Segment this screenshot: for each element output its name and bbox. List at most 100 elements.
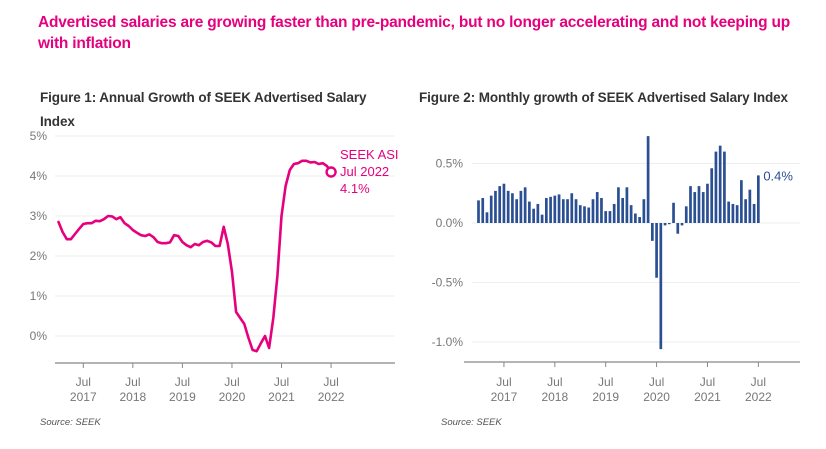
y-tick-label: 0.0% [436, 216, 464, 230]
x-tick-label-month: Jul [274, 375, 289, 389]
monthly-growth-bar [621, 198, 625, 223]
y-tick-label: 4% [30, 169, 48, 183]
monthly-growth-bar [672, 202, 675, 223]
annotation-label: SEEK ASI [340, 147, 399, 162]
monthly-growth-bar [557, 194, 561, 223]
figure-2-title: Figure 2: Monthly growth of SEEK Adverti… [419, 90, 788, 105]
x-tick-label-year: 2017 [70, 390, 97, 404]
x-tick-label-year: 2020 [219, 390, 246, 404]
y-tick-label: -0.5% [432, 276, 464, 290]
x-tick-label-month: Jul [125, 375, 140, 389]
monthly-growth-bar [536, 203, 540, 223]
monthly-growth-bar [481, 198, 485, 223]
monthly-growth-bar [684, 206, 688, 223]
monthly-growth-bar [667, 223, 671, 225]
figure-2-source: Source: SEEK [441, 417, 502, 428]
figure-1-title: Figure 1: Annual Growth of SEEK Advertis… [40, 90, 367, 129]
monthly-growth-bar [506, 190, 510, 223]
monthly-growth-bar [583, 206, 586, 223]
monthly-growth-bar [629, 205, 633, 223]
y-tick-label: 2% [30, 249, 48, 263]
monthly-growth-bar [714, 151, 718, 223]
monthly-growth-bar [578, 205, 582, 223]
x-tick-label-month: Jul [496, 375, 511, 389]
monthly-growth-bar [642, 199, 646, 223]
y-tick-label: -1.0% [432, 335, 464, 349]
monthly-growth-bar [689, 186, 692, 223]
x-tick-label-month: Jul [598, 375, 613, 389]
monthly-growth-bar [646, 136, 650, 223]
monthly-growth-bar [591, 199, 595, 223]
x-tick-label-year: 2018 [119, 390, 146, 404]
headline: Advertised salaries are growing faster t… [38, 14, 790, 52]
monthly-growth-bar [634, 213, 637, 223]
monthly-growth-bar [604, 211, 608, 223]
monthly-growth-bar [515, 199, 519, 223]
x-tick-label-year: 2022 [318, 390, 345, 404]
seek-asi-line [57, 159, 333, 353]
monthly-growth-bar [566, 199, 569, 223]
x-tick-label-year: 2020 [643, 390, 670, 404]
monthly-growth-bar [744, 199, 747, 223]
monthly-growth-bar [549, 196, 552, 223]
monthly-growth-bar [706, 183, 709, 223]
monthly-growth-bar [659, 223, 663, 350]
monthly-growth-bar [532, 208, 535, 223]
monthly-growth-bar [485, 212, 489, 223]
x-tick-label-year: 2018 [541, 390, 568, 404]
x-tick-label-year: 2017 [491, 390, 518, 404]
monthly-growth-bar [756, 175, 760, 223]
monthly-growth-bar [701, 192, 705, 223]
monthly-growth-bar [502, 183, 506, 223]
y-tick-label: 0.5% [436, 157, 464, 171]
monthly-growth-bar [617, 187, 620, 223]
x-tick-label-month: Jul [751, 375, 766, 389]
monthly-growth-bar [740, 180, 743, 223]
monthly-growth-bar [519, 190, 523, 223]
monthly-growth-bar [638, 217, 641, 223]
monthly-growth-bar [561, 199, 565, 223]
x-tick-label-month: Jul [323, 375, 338, 389]
x-tick-label-year: 2019 [169, 390, 196, 404]
monthly-growth-bar [612, 203, 616, 223]
monthly-growth-bar [718, 145, 722, 223]
monthly-growth-bar [650, 223, 654, 241]
monthly-growth-bar [663, 223, 667, 226]
y-tick-label: 5% [30, 129, 48, 143]
annotation-label: Jul 2022 [340, 164, 389, 179]
monthly-growth-bar [752, 203, 756, 223]
monthly-growth-bar [710, 168, 714, 223]
y-tick-label: 0% [30, 329, 48, 343]
x-tick-label-month: Jul [175, 375, 190, 389]
monthly-growth-bar [735, 205, 739, 223]
figure-1-source: Source: SEEK [40, 417, 101, 428]
monthly-growth-bar [731, 203, 735, 223]
monthly-growth-bar [528, 201, 531, 223]
monthly-growth-bar [676, 223, 680, 234]
monthly-growth-bar [595, 192, 599, 223]
monthly-growth-bar [680, 223, 684, 226]
monthly-growth-bar [544, 198, 548, 223]
x-tick-label-year: 2021 [694, 390, 721, 404]
monthly-growth-bar [540, 214, 544, 223]
last-point-marker [325, 166, 337, 178]
monthly-growth-bar [748, 189, 752, 223]
y-tick-label: 1% [30, 289, 48, 303]
y-tick-label: 3% [30, 209, 48, 223]
annotation-label: 0.4% [763, 168, 793, 183]
x-tick-label-month: Jul [649, 375, 664, 389]
x-tick-label-year: 2022 [745, 390, 772, 404]
monthly-growth-bar [574, 199, 578, 223]
x-tick-label-month: Jul [76, 375, 91, 389]
monthly-growth-bar [489, 195, 493, 223]
monthly-growth-bar [655, 223, 658, 278]
monthly-growth-bar [523, 187, 527, 223]
x-tick-label-year: 2019 [592, 390, 619, 404]
x-tick-label-month: Jul [224, 375, 239, 389]
monthly-growth-bar [693, 192, 697, 223]
monthly-growth-bar [570, 193, 574, 223]
monthly-growth-bar [553, 195, 557, 223]
monthly-growth-bar [625, 187, 629, 223]
